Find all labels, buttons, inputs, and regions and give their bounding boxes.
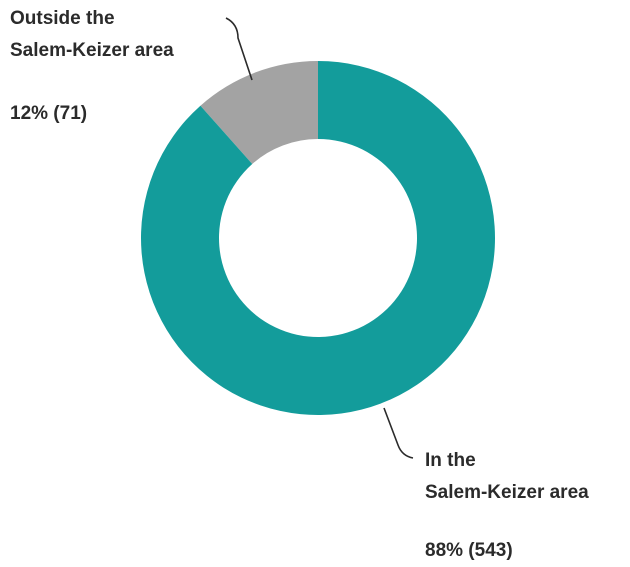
inside-label-line2: Salem-Keizer area — [425, 482, 589, 503]
inside-label-line1: In the — [425, 450, 476, 471]
slice-inside — [140, 61, 495, 415]
outside-value-label: 12% (71) — [10, 103, 88, 124]
inside-value-label: 88% (543) — [425, 540, 513, 561]
slice-outside — [200, 61, 318, 165]
donut-slices — [140, 61, 495, 415]
leader-line-outside — [225, 17, 253, 81]
leader-line-inside — [383, 407, 414, 459]
outside-label-line1: Outside the — [10, 8, 115, 29]
outside-label-line2: Salem-Keizer area — [10, 40, 174, 61]
